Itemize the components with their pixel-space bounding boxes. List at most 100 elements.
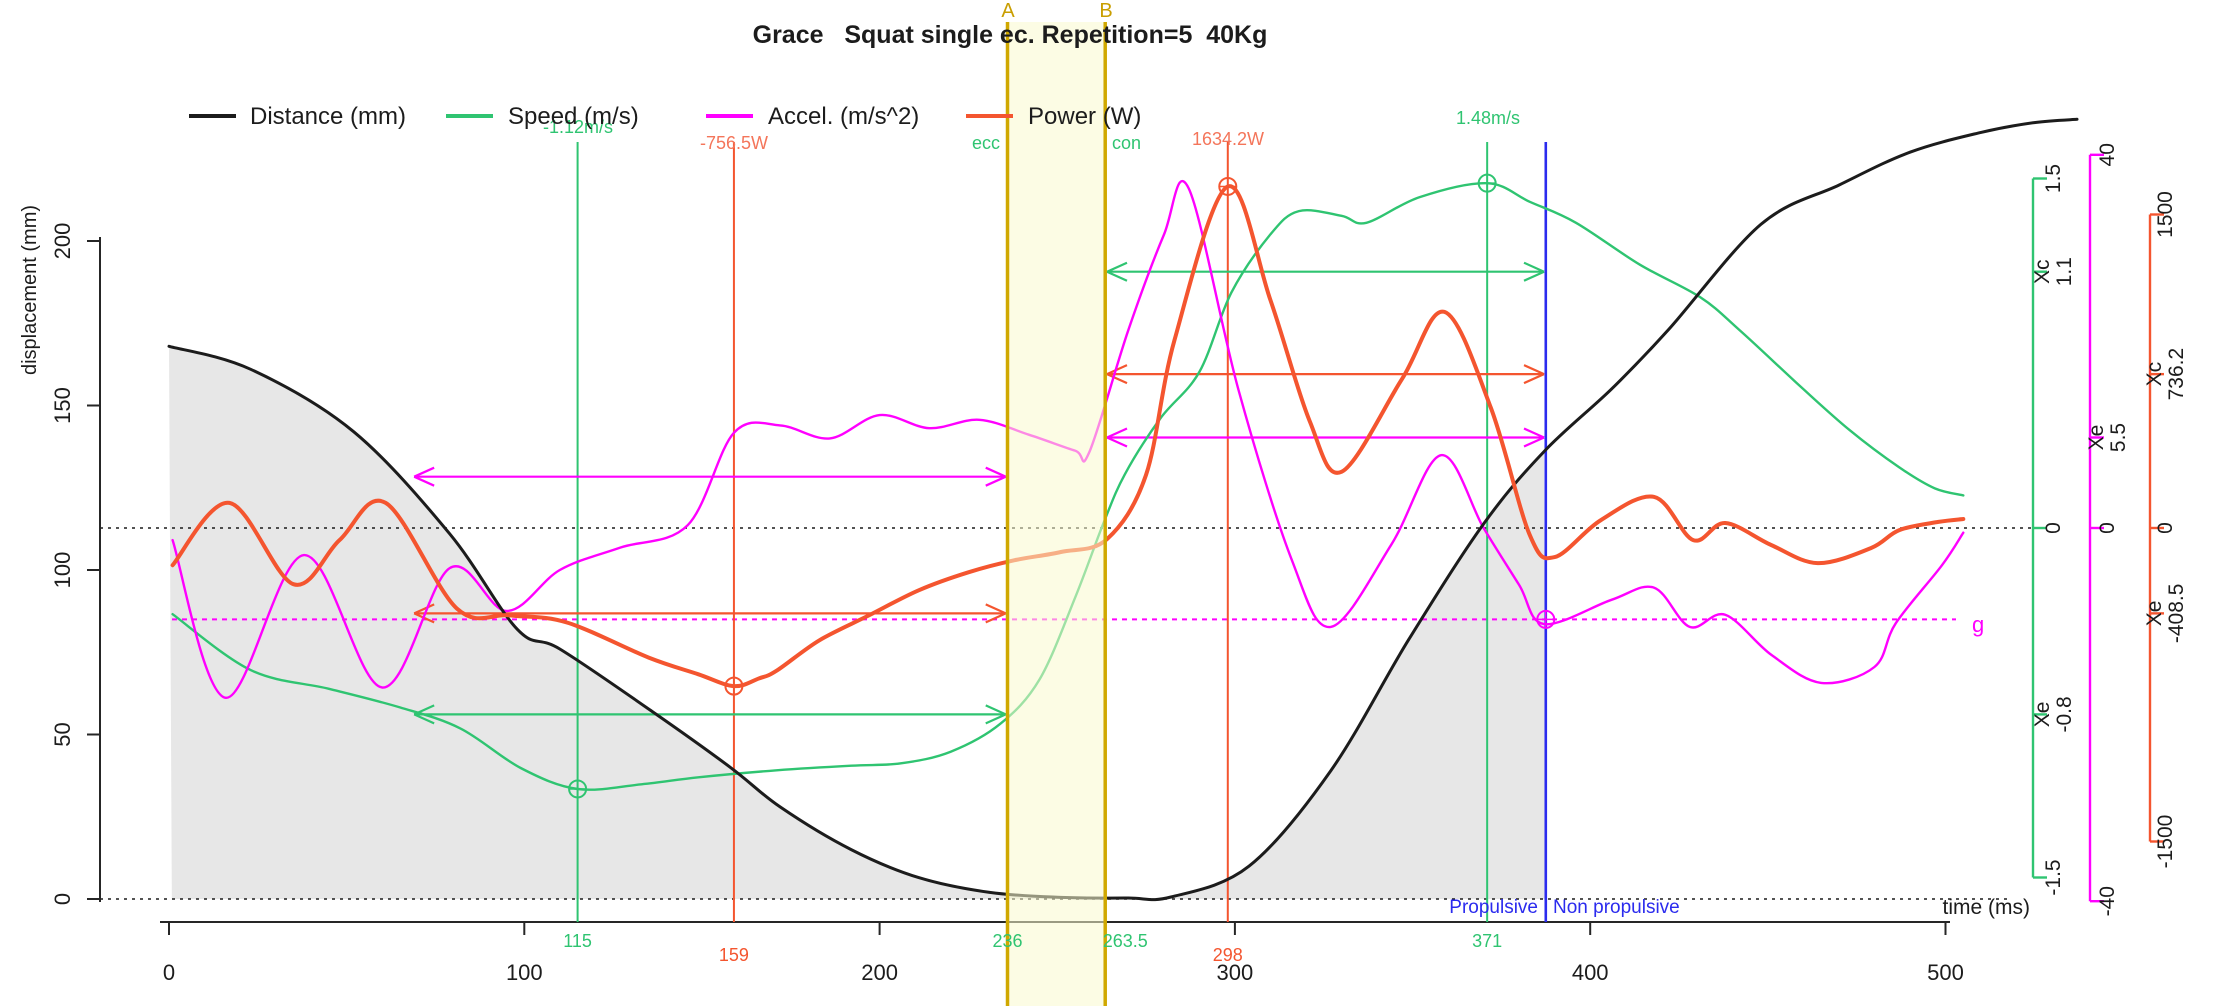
mean-arrow-head (985, 603, 1007, 615)
power-axis-tick-prefix: Xc (2143, 362, 2166, 387)
mean-arrow-head (1523, 261, 1545, 273)
power-axis-tick-label: 1500 (2154, 191, 2177, 238)
power-extreme-marker (724, 676, 744, 696)
marker-circle (1536, 609, 1556, 629)
mean-arrow (1106, 427, 1545, 448)
band-time-label: 236 (992, 931, 1022, 951)
non-propulsive-label: Non propulsive (1553, 897, 1680, 918)
marker-value-label: 1634.2W (1192, 129, 1264, 149)
band-b-label: B (1099, 0, 1112, 22)
power-axis-tick-prefix: Xe (2143, 601, 2166, 627)
accel-axis-tick-label: 5.5 (2107, 423, 2130, 452)
mean-arrow-head (1523, 436, 1545, 448)
mean-arrow-head (1106, 427, 1128, 439)
x-axis-title: time (ms) (1943, 896, 2031, 919)
distance-area-fill (169, 346, 1546, 900)
phase-con-label: con (1112, 133, 1141, 153)
propulsive-label: Propulsive (1449, 897, 1538, 918)
legend-distance-label: Distance (mm) (250, 103, 406, 130)
accel-axis-tick-label: 0 (2096, 522, 2119, 534)
speed-axis-tick-label: -0.8 (2053, 696, 2076, 732)
power-axis-tick-label: -408.5 (2165, 584, 2188, 644)
power-axis-tick-label: 736.2 (2165, 348, 2188, 401)
x-tick-label: 300 (1217, 960, 1254, 985)
mean-arrow-head (1106, 261, 1128, 273)
speed-extreme-marker (1477, 173, 1497, 193)
mean-arrow-head (413, 466, 435, 478)
chart-title: Grace Squat single ec. Repetition=5 40Kg (753, 21, 1268, 49)
mean-arrow-head (1523, 364, 1545, 376)
power-axis-tick-label: -1500 (2154, 815, 2177, 869)
x-tick-label: 0 (163, 960, 175, 985)
y-tick-label: 150 (50, 387, 75, 424)
mean-arrow-head (985, 713, 1007, 725)
accel-axis-tick-label: 40 (2096, 143, 2119, 166)
distance-curve (167, 117, 2079, 902)
mean-arrow (1106, 261, 1545, 282)
legend: Distance (mm) Speed (m/s) Accel. (m/s^2)… (189, 103, 1141, 130)
annotation-line-layer (413, 142, 1548, 922)
x-tick-label: 400 (1572, 960, 1609, 985)
x-tick-label: 200 (861, 960, 898, 985)
mean-arrow-head (1523, 427, 1545, 439)
curves-layer (167, 117, 2079, 902)
mean-arrow-head (985, 704, 1007, 716)
power-curve (170, 184, 1966, 689)
legend-speed-label: Speed (m/s) (508, 103, 639, 130)
speed-axis-tick-prefix: Xe (2031, 702, 2054, 728)
vline-time-label: 115 (563, 931, 592, 951)
speed-extreme-marker (568, 779, 588, 799)
speed-axis-tick-label: 1.1 (2053, 257, 2076, 286)
mean-arrow-head (985, 475, 1007, 487)
mean-arrow (413, 704, 1007, 725)
y-tick-label: 50 (50, 722, 75, 746)
marker-circle (568, 779, 588, 799)
mean-arrow-head (985, 466, 1007, 478)
phase-ecc-label: ecc (972, 133, 1000, 153)
gray-area-layer (169, 346, 1546, 900)
marker-circle (1218, 176, 1238, 196)
accel-extreme-marker (1536, 609, 1556, 629)
marker-circle (1477, 173, 1497, 193)
speed-axis-tick-label: 0 (2042, 522, 2065, 534)
vline-time-label: 159 (719, 945, 749, 965)
band-a-label: A (1001, 0, 1015, 22)
phase-band (1007, 22, 1106, 1006)
vline-time-label: 298 (1213, 945, 1243, 965)
mean-arrow (1106, 364, 1545, 385)
x-tick-label: 500 (1927, 960, 1964, 985)
speed-axis-tick-prefix: Xc (2031, 259, 2054, 284)
marker-value-label: -1.12m/s (543, 117, 613, 137)
y-axis-title: displacement (mm) (19, 205, 41, 375)
gravity-label: g (1972, 612, 1984, 637)
vline-time-label: 371 (1472, 931, 1502, 951)
mean-arrow-head (1106, 270, 1128, 282)
accel-axis-tick-prefix: Xe (2085, 425, 2108, 451)
mean-arrow-head (413, 603, 435, 615)
mean-arrow-head (1106, 436, 1128, 448)
mean-arrow (413, 466, 1007, 487)
marker-value-label: 1.48m/s (1456, 108, 1520, 128)
phase-band-layer (1005, 22, 1107, 1006)
y-tick-label: 100 (50, 552, 75, 589)
legend-power-label: Power (W) (1028, 103, 1141, 130)
power-axis-tick-label: 0 (2154, 522, 2177, 534)
marker-circle (724, 676, 744, 696)
x-tick-label: 100 (506, 960, 543, 985)
mean-arrow-head (985, 612, 1007, 624)
band-time-label: 263.5 (1103, 931, 1148, 951)
speed-curve (171, 181, 1965, 791)
power-extreme-marker (1218, 176, 1238, 196)
accel-axis-tick-label: -40 (2096, 886, 2119, 916)
mean-arrow-head (1106, 373, 1128, 385)
marker-value-label: -756.5W (700, 133, 768, 153)
y-tick-label: 200 (50, 223, 75, 260)
markers-layer (568, 173, 1556, 799)
mean-arrow-head (413, 475, 435, 487)
y-tick-label: 0 (50, 893, 75, 905)
legend-accel-label: Accel. (m/s^2) (768, 103, 919, 130)
speed-axis-tick-label: -1.5 (2042, 859, 2065, 895)
accel-curve (171, 179, 1965, 700)
